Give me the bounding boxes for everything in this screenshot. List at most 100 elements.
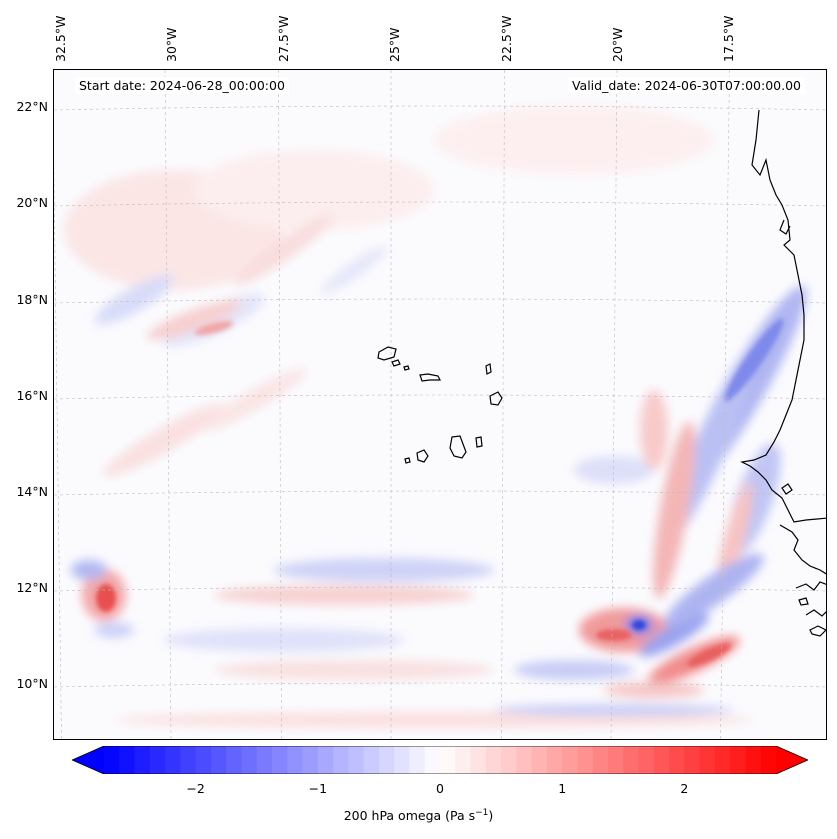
- anomaly-region: [94, 275, 174, 325]
- cape-verde-sao-nicolau: [419, 373, 441, 382]
- parallel-line: [54, 394, 826, 400]
- anomaly-region: [640, 390, 668, 470]
- cape-verde-brava: [404, 457, 411, 464]
- cape-verde-boa-vista: [489, 391, 503, 406]
- anomaly-core: [632, 620, 646, 630]
- anomaly-region: [201, 368, 307, 432]
- colorbar-segment: [623, 746, 640, 774]
- cape-verde-sao-vicente: [391, 359, 401, 367]
- omega-field-map: [54, 70, 826, 739]
- colorbar-segment: [455, 746, 472, 774]
- colorbar-segment: [714, 746, 731, 774]
- colorbar-segment: [501, 746, 517, 774]
- colorbar-segment: [653, 746, 670, 774]
- anomaly-region: [664, 553, 764, 627]
- colorbar-segment: [134, 746, 151, 774]
- africa-coastline: [740, 109, 826, 523]
- anomaly-region: [214, 585, 474, 605]
- anomaly-region: [234, 214, 334, 286]
- colorbar-segment: [638, 746, 655, 774]
- colorbar-segment: [699, 746, 716, 774]
- colorbar-label-exponent: −1: [475, 808, 489, 818]
- anomaly-region: [71, 560, 107, 580]
- colorbar-segment: [562, 746, 579, 774]
- graticule: [54, 70, 826, 739]
- colorbar-label: 200 hPa omega (Pa s−1): [0, 808, 837, 823]
- lat-label-16n: 16°N: [16, 388, 48, 403]
- colorbar-segment: [684, 746, 701, 774]
- cape-verde-fogo: [416, 449, 429, 463]
- colorbar-tick-label: 0: [436, 781, 444, 796]
- coast-inlet: [779, 219, 791, 235]
- colorbar-segment: [409, 746, 426, 774]
- colorbar-segment: [516, 746, 533, 774]
- colorbar-segment: [287, 746, 304, 774]
- colorbar-segment: [119, 746, 136, 774]
- colorbar: [72, 746, 808, 774]
- anomaly-region: [114, 712, 754, 728]
- colorbar-segment: [180, 746, 197, 774]
- africa-coastline: [809, 625, 826, 637]
- cape-verde-santiago: [449, 435, 467, 459]
- lon-label-30w: 30°W: [164, 27, 179, 62]
- lat-label-12n: 12°N: [16, 580, 48, 595]
- anomaly-core: [194, 320, 234, 336]
- colorbar-segment: [149, 746, 166, 774]
- colorbar-label-text: 200 hPa omega (Pa s: [343, 808, 476, 824]
- colorbar-segment: [760, 746, 777, 774]
- cape-verde-sal: [485, 363, 492, 375]
- anomaly-region: [194, 150, 434, 230]
- cape-verde-santa-luzia: [403, 365, 410, 371]
- colorbar-segment: [302, 746, 319, 774]
- parallel-line: [54, 105, 826, 111]
- meridian-line: [278, 70, 282, 739]
- lon-label-22-5w: 22.5°W: [499, 15, 514, 62]
- anomaly-core: [687, 643, 731, 667]
- lon-label-25w: 25°W: [387, 27, 402, 62]
- colorbar-segment: [226, 746, 243, 774]
- colorbar-segment: [577, 746, 594, 774]
- colorbar-segment: [669, 746, 685, 774]
- anomaly-region: [94, 622, 134, 638]
- anomaly-region: [274, 558, 494, 582]
- meridian-line: [720, 70, 730, 739]
- bijagos-islands: [798, 597, 809, 606]
- colorbar-segment: [241, 746, 258, 774]
- colorbar-segments: [72, 746, 808, 774]
- anomaly-region: [434, 105, 714, 175]
- omega-anomalies: [64, 105, 807, 728]
- colorbar-segment: [424, 746, 441, 774]
- colorbar-segment: [608, 746, 624, 774]
- lon-label-17-5w: 17.5°W: [721, 15, 736, 62]
- anomaly-core: [724, 318, 784, 402]
- colorbar-tick-label: 2: [680, 781, 689, 796]
- colorbar-segment: [546, 746, 563, 774]
- colorbar-segment: [272, 746, 288, 774]
- africa-coastline: [795, 581, 826, 591]
- africa-coastline: [779, 524, 826, 575]
- colorbar-segment: [592, 746, 609, 774]
- colorbar-segment: [165, 746, 181, 774]
- colorbar-segment: [730, 746, 747, 774]
- lat-label-22n: 22°N: [16, 99, 48, 114]
- colorbar-segment: [363, 746, 380, 774]
- lon-label-20w: 20°W: [610, 27, 625, 62]
- bijagos-islands: [781, 483, 793, 495]
- lat-label-18n: 18°N: [16, 292, 48, 307]
- parallel-line: [54, 298, 826, 304]
- anomaly-region: [103, 403, 225, 477]
- anomaly-region: [653, 421, 695, 599]
- lon-label-32-5w: 32.5°W: [53, 15, 68, 62]
- map-panel: [53, 69, 827, 740]
- meridian-line: [54, 159, 62, 739]
- cape-verde-santo-antao: [377, 346, 397, 361]
- colorbar-tick-label: 1: [558, 781, 567, 796]
- colorbar-segment: [104, 746, 120, 774]
- meridian-line: [610, 70, 618, 739]
- colorbar-extend-high: [776, 746, 808, 774]
- omega-cores: [96, 318, 784, 667]
- lon-label-27-5w: 27.5°W: [276, 15, 291, 62]
- coastline: [377, 109, 826, 637]
- parallel-line: [54, 201, 826, 207]
- parallel-line: [54, 682, 826, 688]
